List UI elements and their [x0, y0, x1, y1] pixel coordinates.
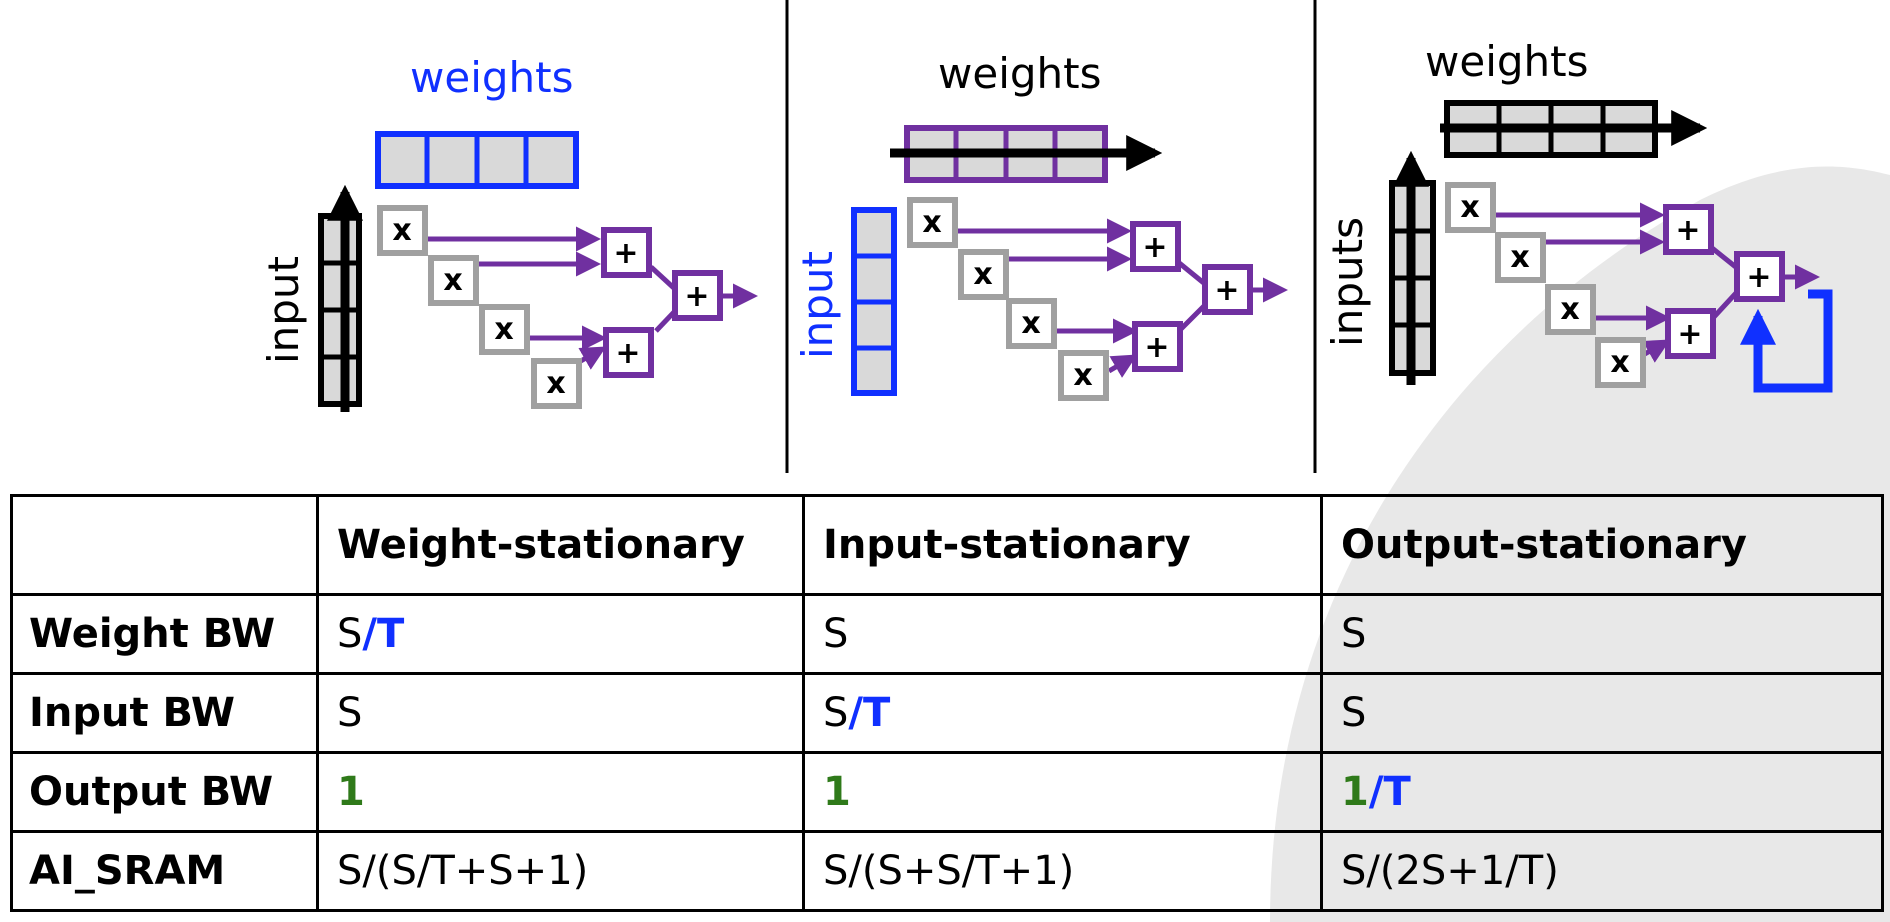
panel-weight-stationary: weights input x x x x + +: [259, 53, 758, 412]
table-row: AI_SRAM S/(S/T+S+1) S/(S+S/T+1) S/(2S+1/…: [10, 830, 1884, 912]
input-label: inputs: [1323, 217, 1372, 347]
adder-node: +: [1202, 264, 1253, 315]
svg-text:x: x: [494, 312, 513, 347]
svg-text:x: x: [1560, 292, 1579, 327]
multiplier-node: x: [1006, 298, 1057, 349]
table-cell: S/(S+S/T+1): [802, 830, 1323, 912]
panel-output-stationary: weights inputs x x: [1323, 37, 1833, 393]
row-label: AI_SRAM: [10, 830, 319, 912]
multiplier-node: x: [531, 358, 582, 409]
table-cell: 1: [316, 751, 805, 833]
svg-text:x: x: [392, 213, 411, 248]
table-row: Input BW S S/T S: [10, 672, 1884, 754]
input-buffer: [318, 184, 363, 412]
svg-text:x: x: [973, 257, 992, 292]
table-row: Weight BW S/T S S: [10, 593, 1884, 675]
svg-text:+: +: [615, 336, 640, 371]
multiplier-node: x: [1595, 337, 1646, 388]
header-weight-stationary: Weight-stationary: [316, 494, 805, 596]
multiplier-node: x: [907, 197, 958, 248]
svg-text:x: x: [546, 366, 565, 401]
table-cell: 1: [802, 751, 1323, 833]
table-row: Output BW 1 1 1/T: [10, 751, 1884, 833]
dataflow-diagrams: weights input x x x x + +: [259, 0, 1833, 473]
weights-label: weights: [938, 49, 1102, 98]
accumulate-loop: [1740, 289, 1833, 393]
row-label: Input BW: [10, 672, 319, 754]
multiplier-node: x: [1058, 350, 1109, 401]
input-buffer: [1389, 150, 1436, 385]
table-header-row: Weight-stationary Input-stationary Outpu…: [10, 494, 1884, 596]
header-output-stationary: Output-stationary: [1320, 494, 1884, 596]
adder-node: +: [1132, 321, 1183, 372]
svg-text:x: x: [1460, 190, 1479, 225]
svg-text:+: +: [1675, 213, 1700, 248]
table-cell: S/T: [316, 593, 805, 675]
svg-text:x: x: [1021, 306, 1040, 341]
table-cell: S/(2S+1/T): [1320, 830, 1884, 912]
svg-text:x: x: [1610, 345, 1629, 380]
svg-text:+: +: [1677, 317, 1702, 352]
weights-label: weights: [1425, 37, 1589, 86]
adder-node: +: [1130, 221, 1181, 272]
table-cell: 1/T: [1320, 751, 1884, 833]
weights-buffer: [890, 125, 1163, 183]
multiplier-node: x: [428, 255, 479, 306]
multiplier-node: x: [1545, 284, 1596, 335]
adder-node: +: [603, 327, 654, 378]
table-cell: S/T: [802, 672, 1323, 754]
svg-text:+: +: [613, 236, 638, 271]
adder-node: +: [1665, 308, 1716, 359]
table-cell: S: [1320, 672, 1884, 754]
adder-node: +: [601, 227, 652, 278]
table-cell: S: [316, 672, 805, 754]
svg-text:x: x: [1073, 358, 1092, 393]
weights-buffer: [1440, 100, 1708, 158]
adder-node: +: [1663, 204, 1714, 255]
multiplier-node: x: [377, 205, 428, 256]
svg-text:+: +: [684, 279, 709, 314]
panel-input-stationary: weights input x x x x + +: [793, 49, 1288, 401]
weights-buffer: [375, 131, 579, 189]
svg-text:+: +: [1746, 260, 1771, 295]
table-cell: S: [1320, 593, 1884, 675]
multiplier-node: x: [479, 304, 530, 355]
svg-text:x: x: [922, 205, 941, 240]
input-label: input: [259, 256, 308, 364]
weights-label: weights: [410, 53, 574, 102]
multiplier-node: x: [958, 249, 1009, 300]
table-cell: S: [802, 593, 1323, 675]
svg-text:+: +: [1214, 273, 1239, 308]
row-label: Output BW: [10, 751, 319, 833]
svg-text:x: x: [443, 263, 462, 298]
adder-node: +: [1734, 251, 1785, 302]
header-cell-empty: [10, 494, 319, 596]
multiplier-node: x: [1445, 182, 1496, 233]
multiplier-node: x: [1495, 232, 1546, 283]
input-buffer: [851, 207, 897, 396]
input-label: input: [793, 251, 842, 359]
bandwidth-table: Weight-stationary Input-stationary Outpu…: [10, 494, 1884, 912]
row-label: Weight BW: [10, 593, 319, 675]
svg-text:+: +: [1144, 330, 1169, 365]
adder-node: +: [672, 270, 723, 321]
svg-text:x: x: [1510, 240, 1529, 275]
table-cell: S/(S/T+S+1): [316, 830, 805, 912]
header-input-stationary: Input-stationary: [802, 494, 1323, 596]
svg-text:+: +: [1142, 230, 1167, 265]
